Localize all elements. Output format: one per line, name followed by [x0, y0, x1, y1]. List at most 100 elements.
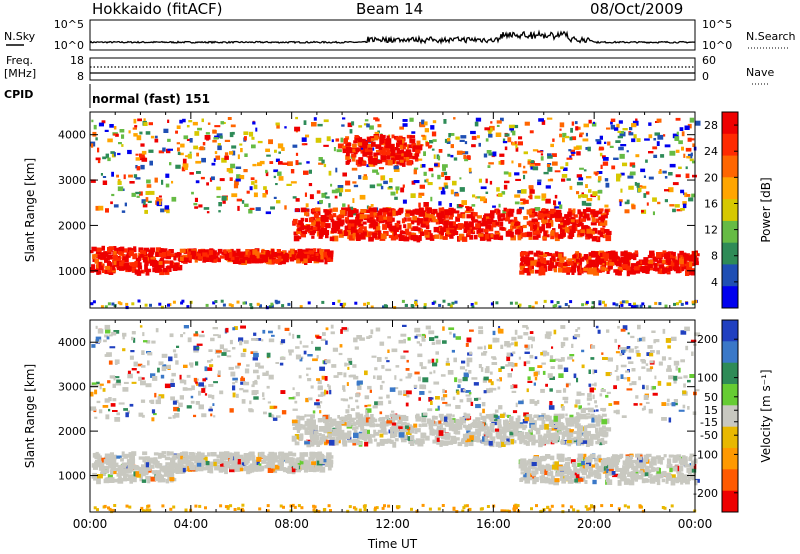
velocity-scatter-cell: [161, 353, 168, 358]
power-band-cell: [593, 270, 599, 276]
power-band-cell: [344, 217, 349, 223]
velocity-scatter-cell: [232, 327, 236, 331]
power-scatter-cell: [263, 186, 267, 190]
velocity-scatter-cell: [288, 397, 295, 400]
power-band-cell: [571, 270, 575, 275]
velocity-scatter-cell: [94, 389, 98, 395]
power-scatter-cell: [582, 138, 589, 142]
power-near-cell: [339, 303, 343, 306]
power-band-cell: [458, 236, 464, 241]
power-scatter-cell: [265, 171, 269, 177]
velocity-band-cell: [267, 467, 274, 473]
velocity-scatter-cell: [243, 381, 250, 386]
velocity-scatter-cell: [600, 407, 607, 411]
velocity-scatter-cell: [269, 405, 276, 409]
power-band-cell: [507, 211, 514, 217]
velocity-scatter-cell: [575, 329, 578, 332]
power-band-cell: [387, 223, 393, 229]
power-scatter-cell: [145, 197, 149, 202]
velocity-scatter-cell: [497, 328, 501, 333]
power-near-cell: [633, 305, 637, 309]
velocity-scatter-cell: [364, 395, 370, 400]
power-band-cell: [586, 228, 593, 234]
velocity-scatter-cell: [457, 384, 461, 388]
power-scatter-cell: [315, 137, 322, 143]
velocity-scatter-cell: [437, 405, 440, 411]
velocity-scatter-cell: [243, 340, 249, 344]
velocity-scatter-cell: [484, 368, 490, 374]
velocity-band-cell: [534, 414, 540, 418]
power-scatter-cell: [248, 209, 253, 214]
velocity-scatter-cell: [662, 328, 666, 334]
velocity-scatter-cell: [560, 325, 566, 329]
power-scatter-cell: [275, 158, 280, 162]
power-band-cell: [134, 269, 140, 275]
velocity-scatter-cell: [689, 374, 695, 378]
velocity-band-cell: [233, 451, 240, 457]
power-band-cell: [514, 229, 521, 235]
power-band-cell: [490, 234, 494, 238]
power-band-cell: [398, 135, 403, 141]
power-band-cell: [590, 259, 596, 266]
velocity-scatter-cell: [442, 326, 445, 331]
velocity-scatter-cell: [529, 399, 535, 404]
power-scatter-cell: [466, 206, 472, 211]
velocity-scatter-cell: [433, 370, 436, 374]
velocity-scatter-cell: [99, 383, 104, 386]
velocity-band-cell: [296, 415, 300, 419]
power-scatter-cell: [411, 180, 416, 185]
velocity-band-cell: [205, 460, 210, 466]
velocity-scatter-cell: [630, 335, 635, 339]
power-scatter-cell: [461, 151, 465, 154]
power-scatter-cell: [165, 183, 170, 188]
velocity-band-cell: [328, 459, 334, 464]
power-band-cell: [338, 214, 345, 219]
power-band-cell: [694, 261, 699, 266]
power-band-cell: [426, 218, 431, 223]
velocity-band-cell: [179, 452, 185, 456]
velocity-scatter-cell: [374, 367, 378, 371]
power-band-cell: [567, 211, 572, 218]
velocity-scatter-cell: [556, 389, 562, 393]
power-scatter-cell: [164, 205, 170, 210]
power-band-cell: [601, 219, 605, 225]
power-scatter-cell: [692, 143, 696, 147]
power-band-cell: [303, 226, 308, 230]
power-band-cell: [132, 254, 136, 260]
power-scatter-cell: [102, 156, 107, 160]
power-scatter-cell: [641, 210, 644, 213]
power-band-cell: [277, 252, 282, 258]
power-band-cell: [198, 249, 204, 254]
velocity-band-cell: [362, 420, 366, 426]
power-scatter-cell: [402, 119, 408, 122]
power-band-cell: [219, 255, 225, 259]
velocity-scatter-cell: [271, 415, 275, 418]
velocity-band-cell: [566, 436, 572, 440]
power-band-cell: [538, 251, 544, 255]
power-band-cell: [509, 208, 515, 213]
power-scatter-cell: [530, 166, 533, 170]
power-scatter-cell: [487, 165, 491, 168]
velocity-band-cell: [475, 417, 481, 422]
power-scatter-cell: [689, 158, 694, 162]
velocity-scatter-cell: [91, 382, 97, 386]
velocity-scatter-cell: [154, 392, 157, 398]
velocity-band-cell: [585, 442, 590, 447]
power-scatter-cell: [351, 167, 358, 171]
power-band-cell: [632, 263, 639, 268]
velocity-scatter-cell: [469, 329, 474, 332]
velocity-scatter-cell: [592, 394, 595, 400]
power-scatter-cell: [690, 138, 695, 141]
power-band-cell: [363, 214, 368, 219]
power-scatter-cell: [561, 174, 568, 178]
velocity-scatter-cell: [656, 350, 660, 355]
velocity-scatter-cell: [329, 389, 332, 395]
velocity-scatter-cell: [429, 371, 433, 375]
velocity-scatter-cell: [661, 356, 666, 361]
power-scatter-cell: [182, 118, 186, 123]
velocity-band-cell: [196, 462, 202, 467]
power-band-cell: [432, 218, 438, 222]
power-scatter-cell: [613, 157, 619, 160]
power-band-cell: [591, 236, 597, 242]
velocity-scatter-cell: [320, 401, 323, 404]
